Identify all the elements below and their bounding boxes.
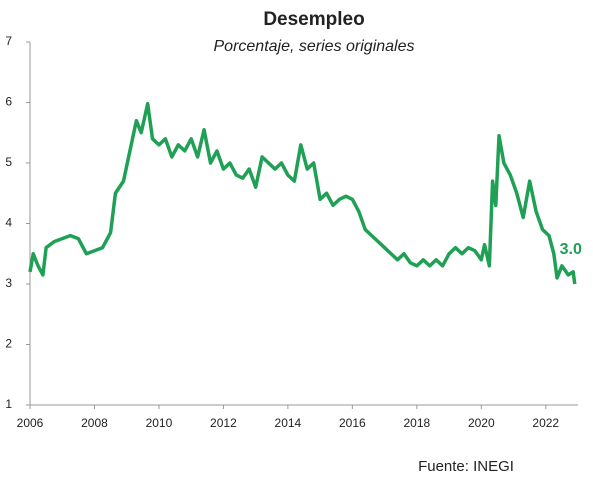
x-tick-label: 2020 — [468, 416, 495, 430]
x-tick-label: 2008 — [81, 416, 108, 430]
y-tick-label: 5 — [5, 155, 12, 169]
source: Fuente: INEGI — [418, 458, 514, 475]
y-tick-label: 1 — [5, 397, 12, 411]
chart-title: Desempleo — [263, 9, 364, 30]
y-tick-label: 6 — [5, 95, 12, 109]
y-tick-label: 4 — [5, 216, 12, 230]
x-tick-label: 2016 — [339, 416, 366, 430]
x-tick-label: 2018 — [403, 416, 430, 430]
y-tick-label: 2 — [5, 337, 12, 351]
x-tick-label: 2006 — [17, 416, 44, 430]
x-tick-label: 2014 — [275, 416, 302, 430]
chart-subtitle: Porcentaje, series originales — [214, 38, 415, 55]
y-tick-label: 3 — [5, 276, 12, 290]
data-line — [28, 101, 577, 285]
x-tick-label: 2012 — [210, 416, 237, 430]
annotation: 3.0 — [560, 241, 582, 258]
y-tick-label: 7 — [5, 34, 12, 48]
x-tick-label: 2010 — [146, 416, 173, 430]
x-tick-label: 2022 — [532, 416, 559, 430]
